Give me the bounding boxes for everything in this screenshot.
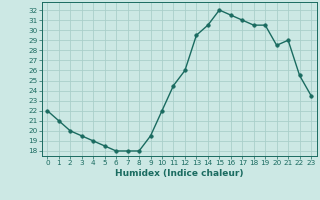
X-axis label: Humidex (Indice chaleur): Humidex (Indice chaleur) — [115, 169, 244, 178]
